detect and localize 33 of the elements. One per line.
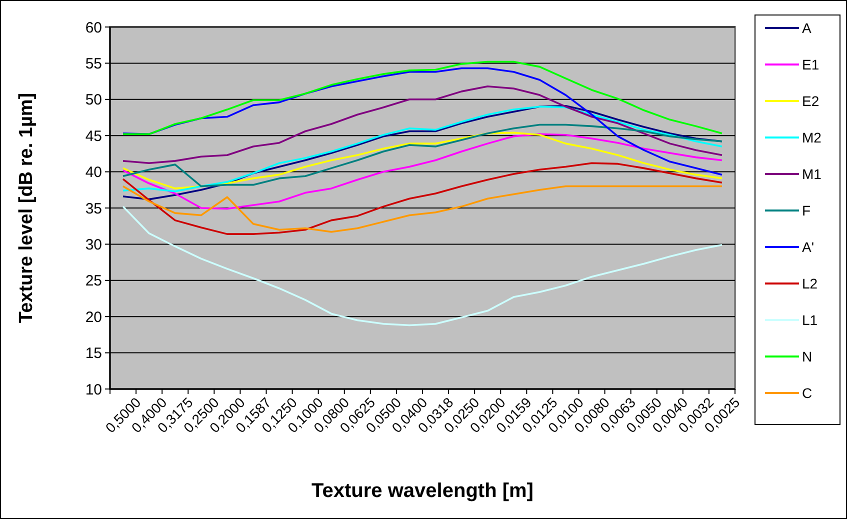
legend-label: C <box>802 384 812 401</box>
y-tick-label: 45 <box>85 128 102 145</box>
y-axis-title: Texture level [dB re. 1µm] <box>16 92 37 324</box>
legend-label: E2 <box>802 92 820 109</box>
y-tick-label: 30 <box>85 236 102 254</box>
line-series <box>122 132 723 190</box>
legend-label: L1 <box>802 312 818 328</box>
line-series <box>122 206 723 326</box>
line-series <box>122 185 723 233</box>
y-tick-label: 50 <box>85 92 102 109</box>
line-series <box>122 67 723 176</box>
y-tick-label: 20 <box>85 308 102 326</box>
legend-label: M2 <box>802 129 822 146</box>
legend-label: F <box>802 202 811 218</box>
legend-label: N <box>802 348 812 364</box>
y-tick-label: 40 <box>85 164 102 182</box>
x-axis-title: Texture wavelength [m] <box>312 480 534 502</box>
line-series <box>122 124 723 188</box>
legend-label: M1 <box>802 166 822 182</box>
y-tick-label: 35 <box>85 200 102 218</box>
legend-label: E1 <box>802 56 820 72</box>
y-tick-label: 60 <box>85 19 102 36</box>
y-tick-label: 15 <box>85 345 102 362</box>
y-tick-label: 25 <box>85 272 102 290</box>
legend-label: L2 <box>802 275 818 292</box>
line-series <box>122 133 723 210</box>
line-series <box>122 85 723 164</box>
legend-label: A <box>802 20 812 36</box>
legend-label: A' <box>802 238 814 255</box>
y-tick-label: 10 <box>85 381 102 398</box>
line-series <box>122 162 723 235</box>
y-tick-label: 55 <box>85 55 102 72</box>
line-series <box>122 60 723 136</box>
